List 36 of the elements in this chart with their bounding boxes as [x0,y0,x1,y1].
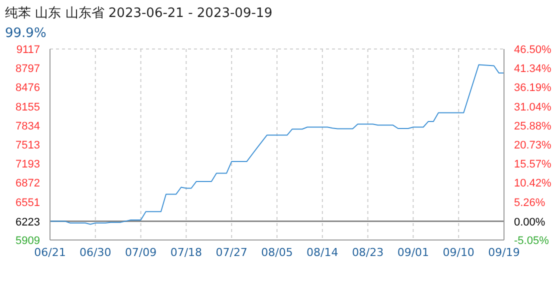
line-series [50,64,504,225]
x-tick-label: 07/09 [124,246,157,259]
y2-tick-label: 31.04% [514,101,552,114]
y2-tick-label: 41.34% [514,63,552,76]
x-tick-label: 08/14 [306,246,338,259]
x-tick-label: 08/23 [352,246,384,259]
x-tick-label: 07/18 [170,246,202,259]
y-tick-label: 6551 [16,196,40,209]
y2-tick-label: 5.26% [514,196,546,209]
x-tick-label: 06/21 [34,246,66,259]
y2-tick-label: 20.73% [514,139,552,152]
y-tick-label: 5909 [16,235,40,247]
chart-title: 纯苯 山东 山东省 2023-06-21 - 2023-09-19 [5,5,272,22]
y2-tick-label: 46.50% [514,44,552,56]
y2-tick-label: -5.05% [514,235,550,247]
y-tick-label: 8155 [16,101,40,114]
x-tick-label: 07/27 [216,246,248,259]
chart-subtitle: 99.9% [5,26,46,41]
x-tick-label: 09/10 [442,246,474,259]
y2-tick-label: 15.57% [514,158,552,171]
y-tick-label: 7834 [16,120,40,132]
y-tick-label: 7513 [16,140,40,152]
x-tick-label: 08/05 [261,246,293,259]
y2-tick-label: 0.00% [514,216,546,228]
y-tick-label: 6223 [16,216,40,228]
x-tick-label: 09/19 [488,246,520,259]
y2-tick-label: 10.42% [514,178,552,190]
y-tick-label: 7193 [16,158,40,171]
y2-tick-label: 36.19% [514,82,552,94]
y-tick-label: 9117 [16,44,40,56]
x-tick-label: 09/01 [397,246,430,259]
y-tick-label: 8797 [16,63,40,76]
x-tick-label: 06/30 [80,246,112,259]
y-tick-label: 8476 [16,82,40,94]
y2-tick-label: 25.88% [514,120,552,132]
y-tick-label: 6872 [16,178,40,190]
